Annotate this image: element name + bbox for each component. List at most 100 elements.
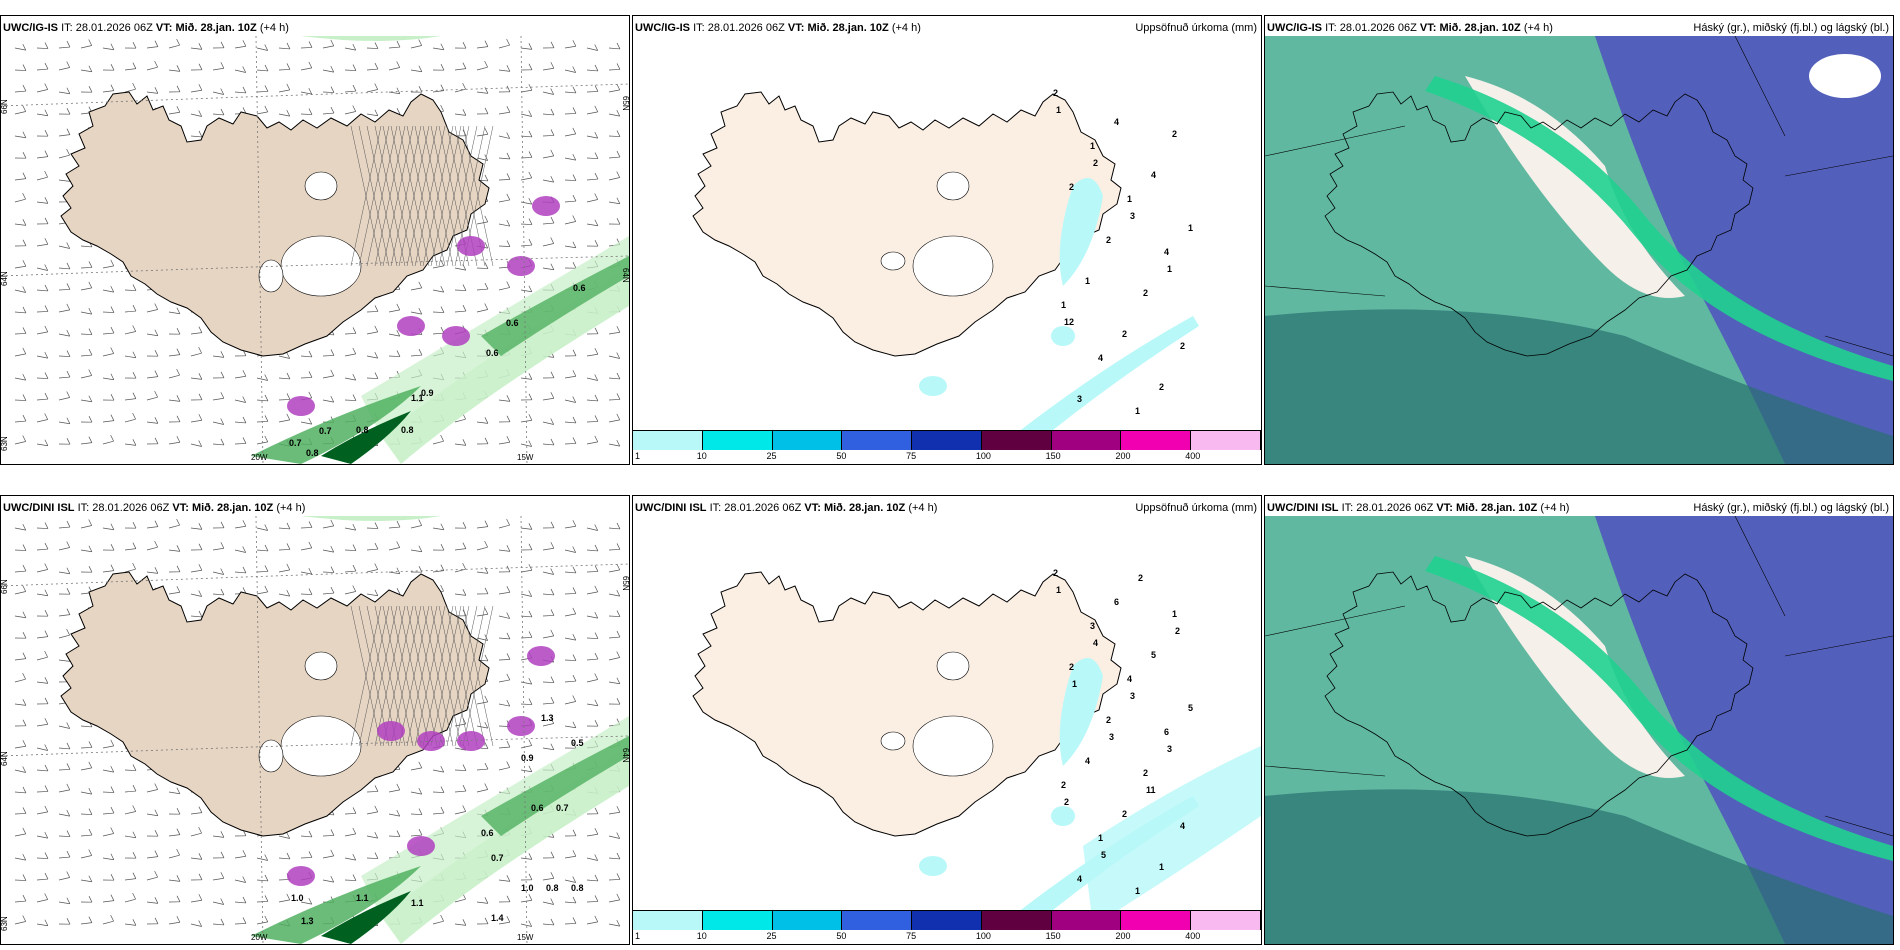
wind-barb-staff xyxy=(102,900,114,903)
wind-barb-flag xyxy=(330,86,335,93)
wind-barb-flag xyxy=(396,588,401,595)
wind-barb-flag xyxy=(308,371,313,378)
wind-barb-flag xyxy=(396,40,401,48)
wind-barb-staff xyxy=(608,615,621,617)
wind-barb-staff xyxy=(36,443,48,447)
wind-barb-flag xyxy=(528,285,533,292)
wind-barb-flag xyxy=(66,329,71,337)
wind-barb-flag xyxy=(198,564,203,571)
snow-cell xyxy=(442,326,470,346)
wind-barb-flag xyxy=(528,590,533,597)
wind-barb-staff xyxy=(36,68,48,71)
wind-barb-flag xyxy=(440,43,445,50)
wind-barb-staff xyxy=(14,879,27,881)
wind-barb-flag xyxy=(528,543,533,550)
wind-barb-staff xyxy=(520,135,532,138)
wind-barb-flag xyxy=(132,82,136,90)
hatch-line xyxy=(390,125,422,267)
wind-barb-flag xyxy=(44,650,48,658)
wind-barb-flag xyxy=(132,852,137,859)
glacier-outline xyxy=(936,651,970,681)
wind-barb-flag xyxy=(418,828,423,836)
wind-barb-flag xyxy=(264,64,269,72)
wind-barb-staff xyxy=(234,443,247,445)
wind-barb-staff xyxy=(432,311,445,313)
wind-barb-staff xyxy=(256,571,269,573)
wind-barb-staff xyxy=(608,857,620,860)
precip-value-label: 1 xyxy=(1090,141,1095,151)
wind-barb-flag xyxy=(44,109,49,116)
wind-barb-flag xyxy=(264,565,269,572)
wind-barb-staff xyxy=(36,156,48,159)
wind-barb-flag xyxy=(440,544,445,551)
wind-barb-staff xyxy=(58,267,70,270)
wind-barb-flag xyxy=(550,568,555,575)
wind-barb-flag xyxy=(44,764,49,772)
wind-barb-flag xyxy=(132,284,137,291)
wind-barb-staff xyxy=(542,635,554,639)
wind-barb-flag xyxy=(220,62,225,69)
wind-barb-flag xyxy=(462,439,467,446)
wind-barb-staff xyxy=(498,591,510,595)
wind-barb-flag xyxy=(330,545,335,553)
snow-cell xyxy=(457,731,485,751)
wind-barb-staff xyxy=(432,289,444,293)
snow-cell xyxy=(527,646,555,666)
wind-barb-flag xyxy=(22,652,27,659)
wind-barb-staff xyxy=(146,66,158,71)
wind-barb-flag xyxy=(176,328,181,335)
wind-barb-staff xyxy=(256,921,268,925)
precip-value-label: 4 xyxy=(1151,170,1156,180)
wind-barb-staff xyxy=(344,857,356,861)
hatch-line xyxy=(462,605,494,747)
wind-barb-staff xyxy=(608,879,621,881)
wind-barb-staff xyxy=(36,857,49,859)
calm-area xyxy=(280,235,362,297)
wind-barb-flag xyxy=(374,542,379,550)
wind-barb-staff xyxy=(542,267,554,271)
wind-barb-flag xyxy=(66,897,71,904)
wind-barb-staff xyxy=(14,791,26,794)
wind-barb-staff xyxy=(564,571,576,574)
precip-value-label: 5 xyxy=(1101,850,1106,860)
wind-barb-flag xyxy=(110,786,115,793)
wind-barb-flag xyxy=(22,564,27,572)
wind-barb-staff xyxy=(454,310,466,313)
wind-barb-flag xyxy=(528,698,533,705)
iceland-landmass xyxy=(692,91,1122,357)
wind-barb-staff xyxy=(564,421,576,424)
wind-barb-staff xyxy=(58,634,70,639)
lon-label-20w: 20W xyxy=(251,453,268,462)
wind-barb-flag xyxy=(396,350,401,357)
wind-barb-flag xyxy=(264,374,269,381)
wind-barb-flag xyxy=(132,439,137,446)
wind-barb-staff xyxy=(146,901,158,904)
wind-map: 66N 64N 63N 65N 64N 20W 15W 0.6 0.6 0.6 0.91.1 0.7 0… xyxy=(1,36,629,464)
wind-barb-flag xyxy=(616,873,621,880)
wind-barb-staff xyxy=(520,244,532,247)
wind-barb-staff xyxy=(58,659,70,662)
wind-zone-mid xyxy=(251,386,421,464)
wind-barb-staff xyxy=(322,592,334,595)
wind-barb-staff xyxy=(476,789,488,793)
wind-barb-flag xyxy=(220,568,225,575)
wind-barb-staff xyxy=(542,747,554,751)
wind-barb-staff xyxy=(36,681,48,684)
wind-barb-flag xyxy=(264,44,269,51)
wind-barb-staff xyxy=(80,922,92,925)
wind-barb-staff xyxy=(498,399,510,402)
wind-barb-flag xyxy=(484,762,489,770)
wind-barb-staff xyxy=(432,47,444,51)
wind-barb-flag xyxy=(154,917,159,924)
wind-barb-staff xyxy=(190,832,202,837)
wind-barb-flag xyxy=(44,893,49,900)
wind-barb-flag xyxy=(418,566,423,573)
wind-barb-flag xyxy=(44,413,49,420)
wind-barb-staff xyxy=(366,377,379,379)
wind-barb-staff xyxy=(278,593,290,597)
wind-barb-staff xyxy=(542,135,555,137)
wind-barb-flag xyxy=(396,61,401,68)
wind-barb-flag xyxy=(484,107,489,114)
wind-barb-flag xyxy=(550,851,555,858)
colorbar-segment xyxy=(912,430,982,450)
